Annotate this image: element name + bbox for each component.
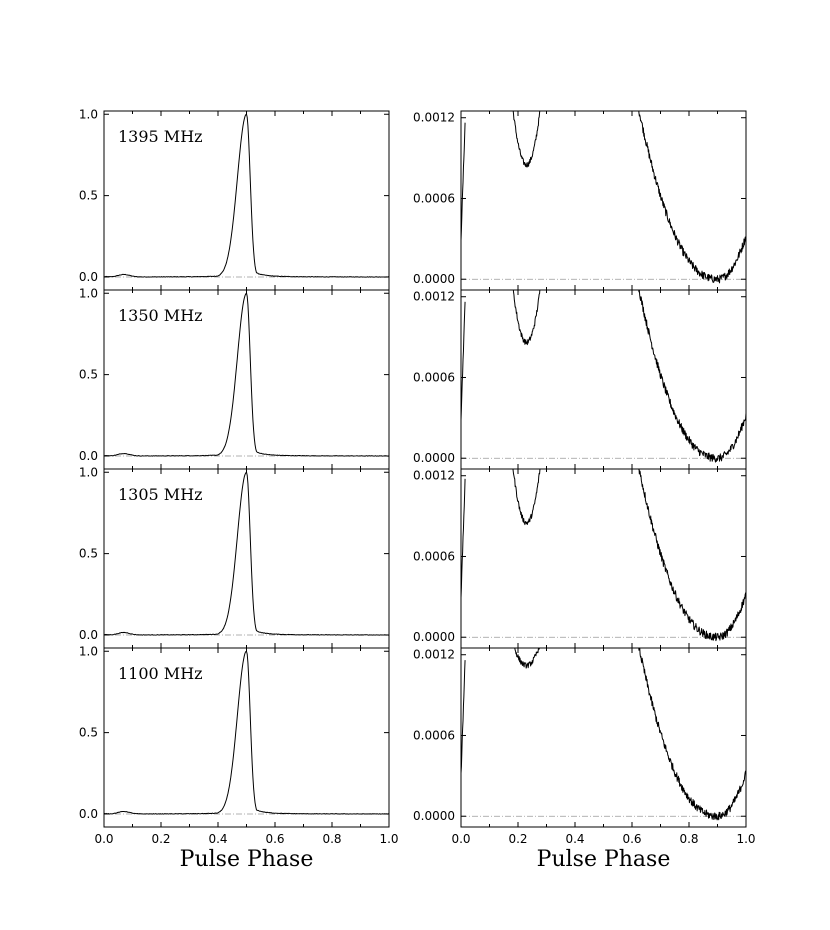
y-tick-label: 0.5 — [79, 189, 98, 203]
x-axis-title: Pulse Phase — [180, 847, 314, 872]
x-tick-label: 0.0 — [451, 832, 470, 846]
y-tick-label: 0.5 — [79, 547, 98, 561]
y-tick-label: 0.0000 — [413, 809, 455, 823]
y-tick-label: 0.5 — [79, 368, 98, 382]
y-tick-label: 0.0012 — [413, 648, 455, 662]
frequency-label: 1100 MHz — [118, 664, 203, 683]
y-tick-label: 1.0 — [79, 465, 98, 479]
y-tick-label: 0.0012 — [413, 111, 455, 125]
x-tick-label: 0.6 — [622, 832, 641, 846]
profile-trace — [103, 471, 390, 636]
profile-panel-3: 0.0 0.5 1.0 1305 MHz — [79, 465, 390, 649]
y-tick-label: 0.0012 — [413, 469, 455, 483]
profile-panel-4: 0.0 0.5 1.0 1100 MHz — [79, 644, 390, 828]
y-tick-label: 0.0006 — [413, 191, 455, 205]
x-tick-label: 0.2 — [151, 832, 170, 846]
x-tick-label: 0.8 — [679, 832, 698, 846]
y-tick-label: 0.0000 — [413, 630, 455, 644]
y-tick-label: 0.0006 — [413, 549, 455, 563]
frequency-label: 1350 MHz — [118, 306, 203, 325]
profile-trace — [103, 650, 389, 815]
profile-panel-2: 0.0 0.5 1.0 1350 MHz — [79, 286, 390, 470]
x-tick-label: 0.4 — [208, 832, 227, 846]
y-tick-label: 0.0 — [79, 807, 98, 821]
zoom-trace — [461, 469, 746, 642]
y-tick-label: 0.0000 — [413, 272, 455, 286]
x-tick-label: 0.8 — [322, 832, 341, 846]
zoom-panel-2: 0.0000 0.0006 0.0012 — [413, 289, 747, 470]
y-tick-label: 0.0000 — [413, 451, 455, 465]
zoom-trace — [461, 648, 746, 821]
x-tick-label: 1.0 — [379, 832, 398, 846]
zoom-panel-4: 0.0000 0.0006 0.0012 — [413, 647, 747, 828]
y-tick-label: 0.0006 — [413, 728, 455, 742]
y-tick-label: 0.0 — [79, 270, 98, 284]
y-tick-label: 1.0 — [79, 644, 98, 658]
x-axis-title: Pulse Phase — [537, 847, 671, 872]
zoom-trace — [461, 290, 746, 463]
panel-frame — [460, 110, 747, 291]
x-tick-label: 0.0 — [94, 832, 113, 846]
profile-panel-1: 0.0 0.5 1.0 1395 MHz — [79, 107, 390, 291]
y-tick-label: 0.5 — [79, 726, 98, 740]
zoom-trace — [461, 111, 746, 284]
panel-frame — [460, 647, 747, 828]
panel-frame — [460, 289, 747, 470]
right-x-axis: 0.0 0.2 0.4 0.6 0.8 1.0 Pulse Phase — [451, 832, 755, 872]
x-tick-label: 0.4 — [565, 832, 584, 846]
y-tick-label: 0.0012 — [413, 290, 455, 304]
x-tick-label: 1.0 — [736, 832, 755, 846]
frequency-label: 1305 MHz — [118, 485, 203, 504]
y-tick-label: 1.0 — [79, 107, 98, 121]
y-tick-label: 0.0 — [79, 628, 98, 642]
profile-trace — [103, 292, 390, 457]
y-tick-label: 0.0006 — [413, 370, 455, 384]
x-tick-label: 0.6 — [265, 832, 284, 846]
zoom-panel-3: 0.0000 0.0006 0.0012 — [413, 468, 747, 649]
x-tick-label: 0.2 — [508, 832, 527, 846]
profile-trace — [103, 113, 390, 278]
y-tick-label: 1.0 — [79, 286, 98, 300]
y-tick-label: 0.0 — [79, 449, 98, 463]
zoom-panel-1: 0.0000 0.0006 0.0012 — [413, 110, 747, 291]
panel-frame — [460, 468, 747, 649]
left-x-axis: 0.0 0.2 0.4 0.6 0.8 1.0 Pulse Phase — [94, 832, 398, 872]
frequency-label: 1395 MHz — [118, 127, 203, 146]
